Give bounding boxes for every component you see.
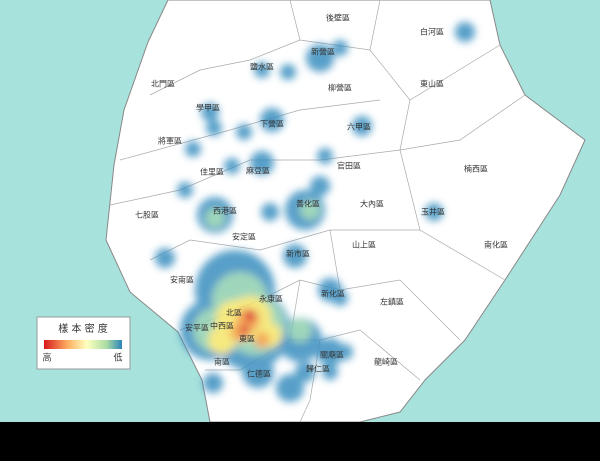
heat-blob — [295, 362, 315, 382]
heat-blob — [283, 244, 307, 268]
district-label: 七股區 — [135, 211, 159, 220]
legend: 樣 本 密 度 高 低 — [36, 316, 131, 370]
heat-blob — [332, 40, 348, 56]
heat-blob — [254, 62, 270, 78]
heat-blob — [242, 356, 274, 388]
heat-blob — [224, 158, 240, 174]
district-label: 仁德區 — [247, 369, 271, 379]
district-label: 善化區 — [296, 199, 320, 209]
district-label: 佳里區 — [200, 167, 224, 177]
heat-blob — [261, 203, 279, 221]
district-label: 柳營區 — [328, 83, 352, 93]
heat-blob — [300, 200, 320, 220]
district-label: 歸仁區 — [306, 364, 330, 374]
district-label: 白河區 — [420, 27, 444, 37]
district-label: 官田區 — [337, 161, 361, 171]
district-label: 安定區 — [232, 232, 256, 242]
district-label: 鹽水區 — [250, 62, 274, 72]
bottom-bar — [0, 422, 600, 461]
heat-blob — [425, 203, 443, 221]
heat-blob — [236, 124, 252, 140]
district-label: 南化區 — [484, 240, 508, 250]
district-label: 楠西區 — [464, 164, 488, 174]
heat-blob — [288, 318, 312, 342]
legend-high: 高 — [42, 352, 51, 364]
district-label: 新市區 — [286, 249, 310, 259]
district-label: 安平區 — [185, 323, 209, 333]
heat-blob — [155, 248, 175, 268]
heat-blob — [337, 344, 353, 360]
district-label: 大內區 — [360, 199, 384, 209]
district-label: 北門區 — [151, 80, 175, 89]
heat-blob — [322, 364, 338, 380]
heat-blob — [208, 326, 236, 354]
heat-blob — [250, 151, 274, 175]
district-label: 中西區 — [210, 321, 234, 331]
district-label: 關廟區 — [320, 350, 344, 360]
heat-blob — [310, 176, 330, 196]
legend-gradient — [44, 340, 122, 349]
heatmap — [155, 22, 475, 402]
district-label: 將軍區 — [158, 136, 182, 146]
heat-blob — [332, 290, 348, 306]
district-label: 下營區 — [260, 119, 284, 129]
district-label: 新營區 — [311, 47, 335, 57]
district-label: 麻豆區 — [246, 166, 270, 176]
heat-blob — [276, 374, 304, 402]
legend-low: 低 — [113, 352, 122, 364]
district-label: 北區 — [226, 309, 242, 318]
district-label: 龍崎區 — [374, 357, 398, 367]
heat-blob — [352, 116, 372, 136]
legend-title: 樣 本 密 度 — [58, 322, 108, 335]
heat-blob — [205, 208, 225, 228]
heat-blob — [254, 332, 270, 348]
heat-blob — [306, 44, 334, 72]
district-label: 永康區 — [259, 294, 283, 304]
heat-blob — [206, 120, 222, 136]
district-label: 安南區 — [170, 275, 194, 285]
heat-blob — [316, 338, 344, 366]
district-label: 新化區 — [321, 289, 345, 299]
district-label: 西港區 — [213, 206, 237, 216]
district-label: 學甲區 — [196, 103, 220, 113]
heat-blob — [260, 108, 284, 132]
district-label: 玉井區 — [421, 207, 445, 217]
district-label: 南區 — [214, 357, 230, 367]
heat-blob — [455, 22, 475, 42]
heat-blob — [280, 64, 296, 80]
district-label: 後壁區 — [326, 13, 350, 23]
heat-blob — [201, 103, 219, 121]
heat-blob — [317, 148, 333, 164]
district-label: 東山區 — [420, 79, 444, 89]
heat-blob — [203, 373, 223, 393]
district-label: 山上區 — [352, 240, 376, 250]
heat-blob — [177, 182, 193, 198]
heat-blob — [185, 141, 201, 157]
heat-blob — [244, 310, 256, 322]
district-label: 六甲區 — [347, 122, 371, 132]
district-label: 左鎮區 — [380, 297, 404, 307]
district-label: 東區 — [239, 334, 255, 344]
heat-blob — [240, 325, 250, 335]
